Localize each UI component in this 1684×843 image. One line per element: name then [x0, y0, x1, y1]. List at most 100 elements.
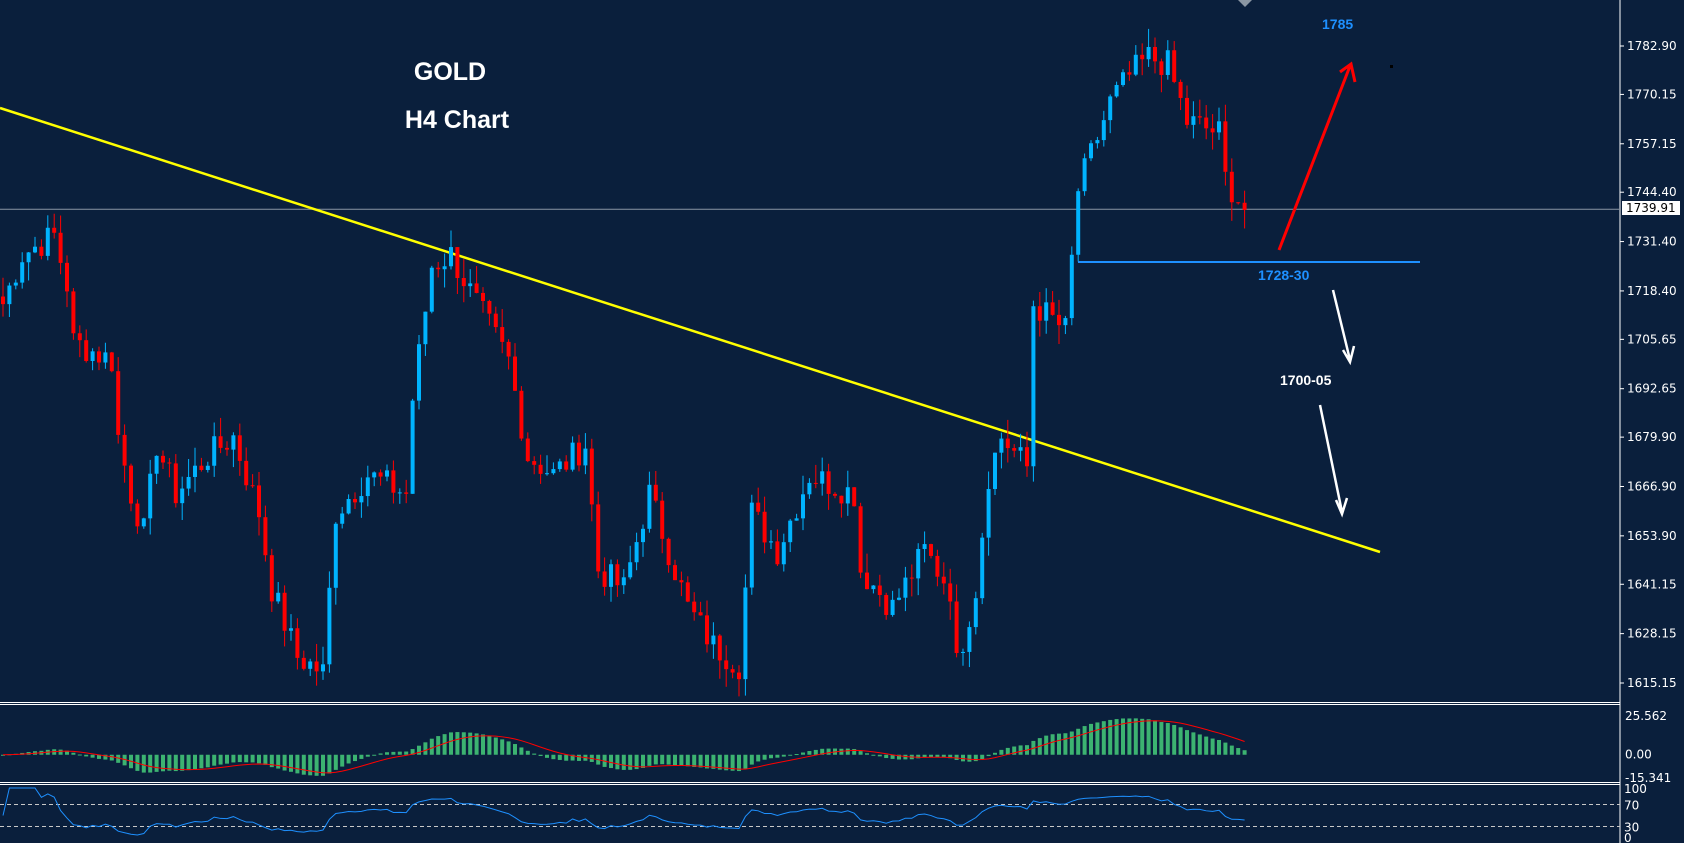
candle: [180, 476, 185, 520]
candle: [378, 469, 383, 486]
candle-body: [679, 580, 684, 583]
candle: [186, 458, 191, 496]
candle-body: [564, 461, 569, 470]
candle-body: [730, 669, 735, 673]
macd-histogram-bar: [333, 754, 338, 770]
candle: [775, 529, 780, 567]
candle: [711, 622, 716, 659]
macd-histogram-bar: [77, 754, 82, 756]
price-tick-label: 1705.65: [1627, 332, 1677, 346]
macd-histogram-bar: [410, 749, 415, 755]
candle: [199, 457, 204, 472]
candle: [698, 601, 703, 616]
candle: [449, 230, 453, 270]
candle-body: [583, 448, 588, 466]
macd-histogram-bar: [570, 754, 575, 761]
macd-histogram-bar: [673, 754, 677, 766]
macd-histogram-bar: [1242, 750, 1247, 755]
candle-body: [986, 489, 991, 538]
candle: [500, 309, 505, 354]
candle: [961, 648, 965, 666]
candle: [141, 517, 146, 529]
macd-histogram-bar: [1121, 718, 1125, 755]
candle: [340, 506, 345, 529]
macd-histogram-bar: [1172, 724, 1177, 755]
candle: [218, 417, 223, 454]
candle-body: [871, 585, 876, 590]
macd-histogram-bar: [276, 754, 281, 769]
macd-tick-label: 0.00: [1625, 748, 1652, 762]
candle: [77, 325, 82, 358]
candle-body: [436, 267, 441, 270]
candle-body: [1191, 116, 1196, 125]
candle: [391, 460, 396, 504]
macd-histogram-bar: [1127, 718, 1132, 755]
macd-histogram-bar: [1229, 745, 1234, 755]
candle-body: [1121, 72, 1125, 85]
macd-histogram-bar: [308, 754, 313, 776]
candle: [871, 585, 876, 594]
candle: [461, 259, 466, 303]
candle: [129, 463, 133, 512]
candle: [1185, 85, 1189, 129]
macd-histogram-bar: [762, 754, 767, 760]
candle-body: [929, 544, 933, 556]
macd-histogram-bar: [1140, 718, 1145, 755]
macd-histogram-bar: [161, 754, 165, 772]
macd-histogram-bar: [954, 754, 959, 761]
candle-body: [1018, 447, 1023, 451]
target-label: 1785: [1322, 16, 1354, 32]
candle-body: [833, 493, 837, 496]
candle-body: [282, 592, 287, 631]
candle: [948, 568, 953, 620]
candle: [372, 471, 377, 487]
candle: [308, 658, 313, 676]
macd-histogram-bar: [519, 747, 524, 755]
candle: [909, 564, 914, 597]
candle: [333, 522, 338, 605]
candle-body: [602, 571, 607, 587]
candle: [423, 311, 428, 356]
candle: [1236, 202, 1241, 205]
price-tick-label: 1757.15: [1627, 137, 1677, 151]
candle: [717, 633, 722, 679]
candle: [468, 269, 473, 297]
candle-body: [7, 285, 12, 305]
candle-body: [756, 502, 761, 512]
candle: [173, 454, 178, 508]
candle: [45, 215, 50, 261]
macd-histogram-bar: [935, 754, 940, 758]
macd-tick-label: 25.562: [1625, 709, 1667, 723]
macd-histogram-bar: [865, 753, 869, 755]
macd-histogram-bar: [1178, 727, 1183, 755]
macd-histogram-bar: [749, 754, 754, 765]
candle-body: [308, 661, 313, 669]
candle-body: [1050, 302, 1055, 315]
candle: [737, 665, 741, 697]
candle: [577, 434, 581, 472]
macd-histogram-bar: [468, 732, 473, 755]
candle-body: [1, 296, 5, 305]
macd-histogram-bar: [148, 754, 153, 773]
macd-histogram-bar: [1095, 722, 1100, 755]
candle: [1210, 114, 1215, 150]
macd-tick-label: -15.341: [1625, 771, 1671, 785]
candle: [877, 574, 882, 607]
candle-body: [161, 455, 165, 463]
candle-body: [1101, 120, 1106, 141]
macd-histogram-bar: [1101, 721, 1106, 755]
candle-body: [737, 672, 741, 680]
price-tick-label: 1641.15: [1627, 577, 1677, 591]
candle: [321, 646, 325, 680]
macd-histogram-bar: [807, 751, 812, 755]
candle-body: [141, 518, 146, 527]
candle-body: [417, 344, 421, 401]
candle-body: [801, 494, 805, 519]
candle: [986, 471, 991, 556]
candle: [487, 299, 492, 326]
macd-histogram-bar: [532, 753, 537, 755]
macd-histogram-bar: [653, 754, 658, 765]
candle-body: [698, 612, 703, 616]
candle: [1127, 61, 1132, 81]
